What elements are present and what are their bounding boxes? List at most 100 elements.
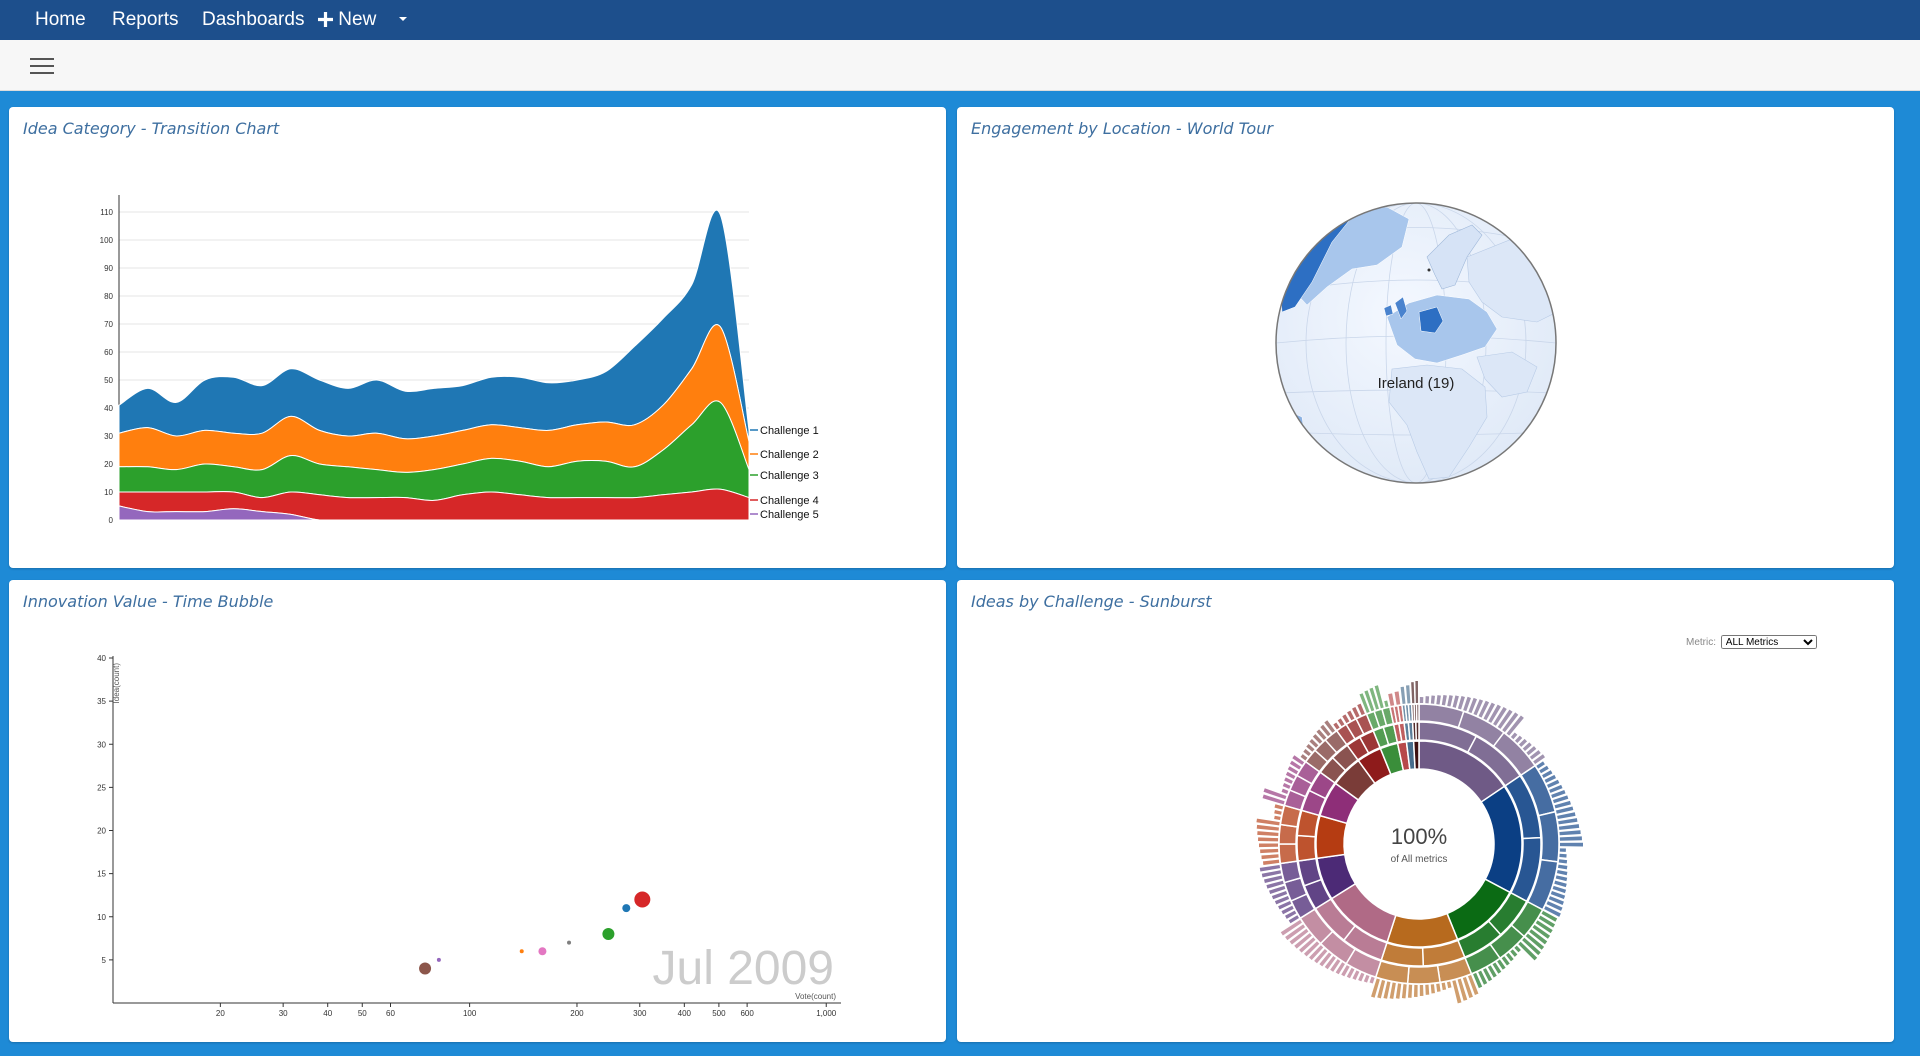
sunburst-leaf	[1544, 774, 1556, 783]
sunburst-segment[interactable]	[1412, 740, 1420, 770]
sunburst-segment[interactable]	[1537, 810, 1560, 863]
sunburst-leaf	[1256, 824, 1279, 831]
y-tick-label: 10	[104, 488, 113, 497]
time-label: Jul 2009	[653, 942, 834, 995]
sunburst-leaf	[1262, 859, 1280, 865]
area-challenge-5[interactable]	[118, 505, 750, 521]
sunburst-leaf	[1529, 750, 1541, 760]
sunburst-leaf	[1552, 885, 1567, 894]
sunburst-leaf	[1419, 697, 1424, 704]
sunburst-leaf	[1274, 804, 1284, 810]
sunburst-leaf	[1274, 815, 1281, 821]
nav-home[interactable]: Home	[35, 9, 86, 30]
bubble[interactable]	[567, 940, 572, 945]
sunburst-leaf	[1467, 975, 1479, 995]
sunburst-leaf	[1346, 967, 1355, 979]
sunburst-leaf	[1559, 842, 1583, 847]
sunburst-leaf	[1303, 748, 1311, 757]
bubble[interactable]	[634, 891, 651, 908]
sunburst-leaf	[1257, 831, 1279, 837]
sunburst-leaf	[1274, 895, 1290, 905]
sunburst-segment[interactable]	[1279, 860, 1302, 884]
nav-new-dropdown[interactable]	[398, 0, 408, 40]
nav-reports[interactable]: Reports	[112, 9, 179, 30]
sunburst-leaf	[1558, 824, 1580, 830]
sunburst-leaf	[1369, 687, 1379, 710]
sunburst-segment[interactable]	[1386, 912, 1459, 948]
sunburst-segment[interactable]	[1415, 703, 1420, 722]
panel-sunburst: Ideas by Challenge - Sunburst Metric: AL…	[957, 580, 1894, 1042]
sunburst-segment[interactable]	[1406, 964, 1441, 985]
sunburst-leaf	[1452, 980, 1462, 1004]
sunburst-leaf	[1518, 941, 1538, 961]
sunburst-leaf	[1388, 693, 1395, 706]
x-tick-label: 100	[463, 1009, 477, 1018]
series-label: Challenge 1	[760, 425, 819, 437]
sunburst-leaf	[1316, 729, 1327, 740]
x-tick-label: 20	[216, 1009, 225, 1018]
sunburst-leaf	[1430, 984, 1435, 994]
bubble[interactable]	[436, 957, 441, 962]
sunburst-rings	[1256, 681, 1583, 1004]
sunburst-leaf	[1300, 754, 1308, 761]
sunburst-chart[interactable]: 100% of All metrics	[957, 580, 1894, 1042]
y-tick-label: 10	[97, 913, 106, 922]
bubble[interactable]	[419, 962, 432, 975]
nav-new[interactable]: New	[318, 0, 376, 40]
sunburst-leaf	[1478, 700, 1490, 718]
y-tick-label: 60	[104, 348, 113, 357]
sunburst-segment[interactable]	[1415, 721, 1420, 741]
sunburst-leaf	[1312, 734, 1323, 744]
sunburst-leaf	[1518, 738, 1528, 747]
nav-dashboards[interactable]: Dashboards	[202, 9, 305, 30]
sunburst-leaf	[1536, 761, 1545, 769]
sunburst-leaf	[1371, 978, 1380, 998]
sunburst-leaf	[1407, 984, 1413, 998]
bubble[interactable]	[519, 949, 524, 954]
sunburst-leaf	[1533, 754, 1546, 765]
hamburger-menu-icon[interactable]	[30, 58, 54, 74]
y-tick-label: 110	[100, 208, 113, 217]
sunburst-leaf	[1415, 681, 1419, 704]
sunburst-leaf	[1341, 965, 1350, 977]
sunburst-leaf	[1457, 978, 1468, 1001]
sunburst-leaf	[1548, 896, 1564, 905]
sunburst-leaf	[1281, 905, 1294, 915]
world-globe[interactable]: Ireland (19)	[957, 107, 1894, 568]
sunburst-leaf	[1306, 743, 1315, 752]
metric-select[interactable]: ALL Metrics	[1720, 635, 1817, 649]
sunburst-leaf	[1352, 707, 1360, 718]
region-ireland	[1383, 304, 1394, 317]
sunburst-leaf	[1550, 891, 1566, 900]
bubble[interactable]	[538, 947, 547, 956]
sunburst-segment[interactable]	[1278, 823, 1299, 845]
sunburst-segment[interactable]	[1296, 834, 1317, 862]
sunburst-leaf	[1483, 968, 1493, 982]
series-label: Challenge 2	[760, 449, 819, 461]
sunburst-leaf	[1264, 875, 1283, 884]
sunburst-leaf	[1261, 854, 1279, 860]
panel-world-tour: Engagement by Location - World Tour	[957, 107, 1894, 568]
y-tick-label: 80	[104, 292, 113, 301]
sunburst-leaf	[1488, 704, 1501, 723]
y-tick-label: 35	[97, 697, 106, 706]
sunburst-leaf	[1539, 765, 1549, 774]
sunburst-leaf	[1544, 906, 1561, 917]
sunburst-segment[interactable]	[1278, 843, 1299, 865]
y-tick-label: 5	[102, 956, 107, 965]
sunburst-leaf	[1555, 875, 1568, 882]
bubble[interactable]	[602, 928, 615, 940]
sunburst-leaf	[1557, 812, 1576, 820]
sunburst-leaf	[1538, 915, 1556, 928]
sunburst-leaf	[1285, 910, 1297, 919]
sunburst-leaf	[1330, 959, 1341, 972]
series-label: Challenge 4	[760, 495, 819, 507]
sunburst-leaf	[1324, 720, 1336, 733]
sunburst-leaf	[1493, 707, 1507, 726]
region-uk	[1394, 296, 1408, 320]
bubble[interactable]	[622, 904, 631, 913]
area-challenge-1[interactable]	[118, 209, 750, 442]
sunburst-leaf	[1269, 885, 1286, 895]
series-label: Challenge 3	[760, 470, 819, 482]
sunburst-leaf	[1510, 949, 1518, 957]
